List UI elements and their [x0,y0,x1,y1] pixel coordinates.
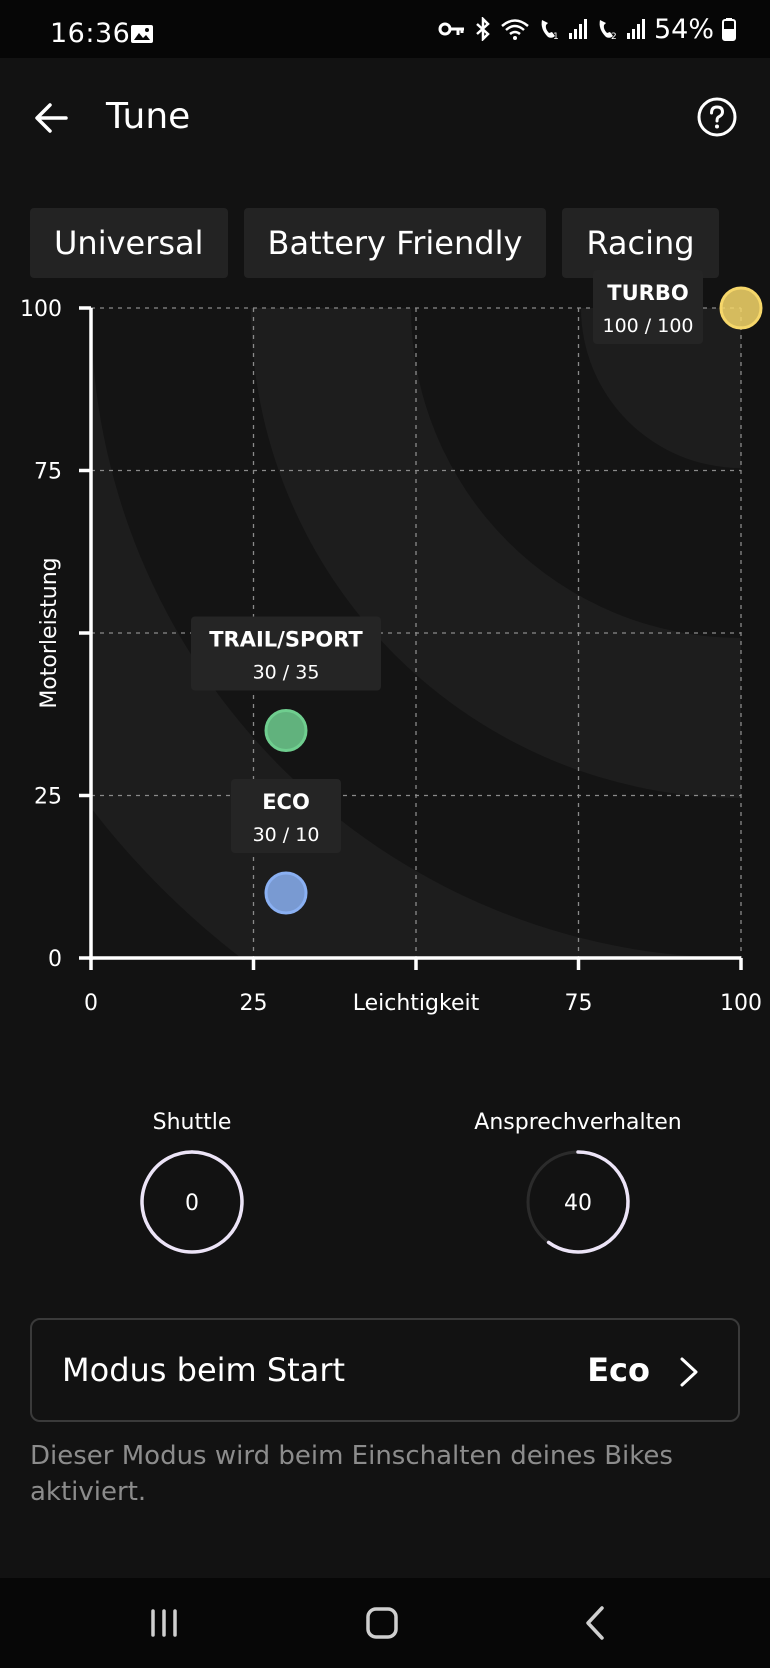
point-name: TURBO [607,281,688,305]
battery-percent: 54% [653,13,714,45]
chart-axes [79,306,743,970]
x-tick-label: 0 [84,991,98,1016]
call-sim1-icon: 1 [541,20,559,41]
start-mode-selector[interactable]: Modus beim Start Eco [30,1318,740,1422]
y-tick-label: 0 [48,947,62,972]
point-marker[interactable] [719,286,763,330]
ansprechverhalten-label: Ansprechverhalten [474,1110,682,1135]
back-icon[interactable] [566,1598,626,1648]
arrow-left-icon[interactable] [30,96,74,140]
x-tick-label: 75 [565,991,593,1016]
image-icon [131,25,153,43]
chart-background-bands [91,308,741,958]
x-axis-label: Leichtigkeit [353,991,480,1016]
point-turbo[interactable]: TURBO 100 / 100 [593,270,763,344]
y-tick-label: 75 [34,460,62,485]
chart-band [581,308,741,468]
point-trail-sport[interactable]: TRAIL/SPORT 30 / 35 [191,616,381,752]
start-mode-value: Eco [587,1351,650,1389]
wifi-icon [501,19,529,40]
start-mode-hint: Dieser Modus wird beim Einschalten deine… [30,1441,673,1507]
system-nav-bar [0,1578,770,1668]
chart-points: TURBO 100 / 100 TRAIL/SPORT 30 / 35 ECO 30 / … [191,270,763,915]
point-name: ECO [262,790,310,814]
y-tick-label: 25 [34,785,62,810]
status-bar: 16:36 1 2 [0,0,770,58]
call-sim2-icon: 2 [599,20,617,41]
preset-battery-friendly-button[interactable]: Battery Friendly [243,208,547,278]
point-value-label: 30 / 35 [253,662,320,684]
ansprechverhalten-dial[interactable]: Ansprechverhalten 40 [468,1110,688,1257]
home-icon[interactable] [352,1598,412,1648]
key-icon [438,22,464,36]
point-value-label: 100 / 100 [602,315,693,337]
point-label-box [593,270,703,344]
point-marker[interactable] [264,871,308,915]
start-mode-label: Modus beim Start [62,1351,346,1389]
shuttle-dial[interactable]: Shuttle 0 [82,1110,302,1257]
tune-chart[interactable]: 0 25 75 100 0 25 75 100 Leichtigkeit Motorleist… [0,260,770,1030]
ansprechverhalten-value: 40 [564,1191,592,1216]
signal-icon [626,19,645,39]
point-label-box [191,616,381,691]
y-axis-label: Motorleistung [37,557,62,708]
shuttle-value: 0 [185,1191,199,1216]
ansprechverhalten-ring: 40 [526,1150,630,1254]
point-name: TRAIL/SPORT [209,628,363,652]
battery-icon [722,18,736,41]
point-eco[interactable]: ECO 30 / 10 [231,779,341,915]
shuttle-label: Shuttle [152,1110,232,1135]
preset-racing-button[interactable]: Racing [562,208,719,278]
x-tick-label: 25 [240,991,268,1016]
shuttle-ring: 0 [140,1150,244,1254]
status-icons: 1 2 54% [438,13,736,45]
recent-apps-icon[interactable] [134,1598,194,1648]
bluetooth-icon [476,17,490,41]
preset-chips: Universal Battery Friendly Racing [30,208,719,278]
y-tick-label: 100 [20,297,62,322]
point-value-label: 30 / 10 [253,824,320,846]
page-title: Tune [106,96,191,137]
help-circle-icon[interactable] [696,96,738,138]
point-marker[interactable] [264,709,308,752]
app-bar: Tune [0,58,770,178]
status-time: 16:36 [50,18,131,49]
x-tick-label: 100 [720,991,762,1016]
chevron-right-icon [680,1357,698,1387]
preset-universal-button[interactable]: Universal [30,208,228,278]
signal-icon [568,19,587,39]
svg-text:1: 1 [553,32,559,41]
point-label-box [231,779,341,853]
chart-tick-labels: 0 25 75 100 0 25 75 100 [20,297,762,1016]
svg-text:2: 2 [611,32,617,41]
dials-section: Shuttle 0 Ansprechverhalten 40 [0,1100,770,1260]
